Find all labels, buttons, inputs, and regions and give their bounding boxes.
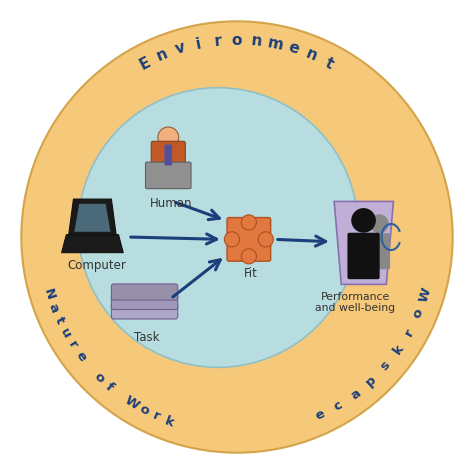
FancyBboxPatch shape <box>227 218 271 261</box>
Text: W: W <box>122 394 142 413</box>
Text: Computer: Computer <box>68 259 127 272</box>
Text: o: o <box>91 370 107 385</box>
Text: u: u <box>57 326 73 340</box>
Text: p: p <box>363 373 379 389</box>
Text: e: e <box>313 408 327 423</box>
Text: r: r <box>402 326 416 338</box>
FancyBboxPatch shape <box>146 162 191 189</box>
Text: N: N <box>41 287 57 302</box>
Circle shape <box>351 208 376 233</box>
Circle shape <box>158 127 179 148</box>
Circle shape <box>241 215 256 230</box>
Text: Fit: Fit <box>244 267 258 280</box>
Text: Performance
and well-being: Performance and well-being <box>315 292 396 313</box>
Text: Human: Human <box>149 197 192 210</box>
Polygon shape <box>69 199 116 235</box>
Text: v: v <box>173 40 187 57</box>
FancyBboxPatch shape <box>164 145 172 165</box>
Text: r: r <box>65 339 80 351</box>
Text: m: m <box>266 35 284 53</box>
Text: i: i <box>195 36 203 52</box>
Circle shape <box>241 249 256 264</box>
Polygon shape <box>62 235 123 253</box>
Text: n: n <box>154 46 170 64</box>
Circle shape <box>21 21 453 453</box>
Text: k: k <box>390 342 406 357</box>
Circle shape <box>78 88 358 367</box>
Text: W: W <box>417 286 433 303</box>
Text: t: t <box>323 55 336 72</box>
Text: e: e <box>287 40 301 57</box>
Text: E: E <box>137 54 153 73</box>
FancyBboxPatch shape <box>347 233 380 279</box>
Text: o: o <box>232 33 242 48</box>
Text: Task: Task <box>134 331 160 344</box>
Circle shape <box>370 214 389 233</box>
FancyBboxPatch shape <box>368 233 390 269</box>
Circle shape <box>224 232 239 247</box>
Text: r: r <box>213 33 222 49</box>
Text: a: a <box>46 301 61 314</box>
FancyBboxPatch shape <box>111 284 178 300</box>
Text: o: o <box>137 402 151 419</box>
Text: f: f <box>103 380 116 394</box>
FancyBboxPatch shape <box>111 293 178 310</box>
Text: a: a <box>348 386 363 402</box>
Text: s: s <box>378 359 393 374</box>
Polygon shape <box>74 204 110 232</box>
FancyBboxPatch shape <box>111 303 178 319</box>
Circle shape <box>258 232 273 247</box>
FancyBboxPatch shape <box>151 141 185 168</box>
Text: r: r <box>151 410 163 424</box>
Polygon shape <box>334 201 393 284</box>
Text: k: k <box>164 414 176 429</box>
Text: e: e <box>73 349 89 364</box>
Text: n: n <box>304 46 320 64</box>
Text: o: o <box>410 307 426 320</box>
Text: c: c <box>332 398 345 413</box>
Text: n: n <box>250 33 262 49</box>
Text: t: t <box>52 315 66 326</box>
